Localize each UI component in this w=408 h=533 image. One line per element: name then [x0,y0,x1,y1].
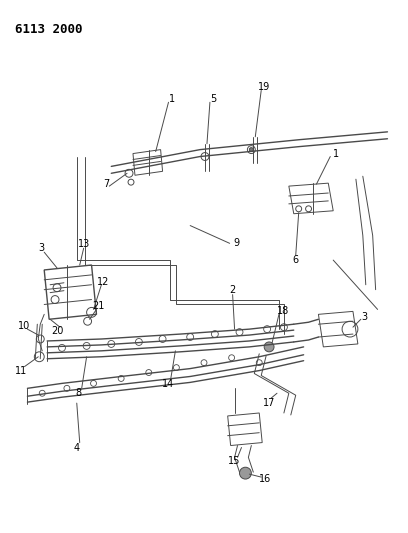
Text: 2: 2 [229,285,236,295]
Text: 12: 12 [97,277,110,287]
Circle shape [264,342,274,352]
Text: 5: 5 [210,94,216,104]
Text: 20: 20 [51,326,63,336]
Text: 7: 7 [103,179,109,189]
Text: 17: 17 [263,398,275,408]
Text: 11: 11 [16,366,28,376]
Circle shape [239,467,251,479]
Text: 6: 6 [293,255,299,265]
Text: 19: 19 [258,83,270,92]
Text: 15: 15 [228,456,241,466]
Text: 21: 21 [92,302,104,311]
Text: 3: 3 [38,243,44,253]
Text: 10: 10 [18,321,31,331]
Text: 3: 3 [362,312,368,322]
Text: 6113 2000: 6113 2000 [15,23,82,36]
Text: 13: 13 [78,239,90,249]
Circle shape [249,148,253,151]
Text: 9: 9 [233,238,239,248]
Text: 14: 14 [162,379,175,390]
Text: 8: 8 [75,388,82,398]
Text: 16: 16 [259,474,271,484]
Text: 4: 4 [74,442,80,453]
Text: 18: 18 [277,306,289,317]
Text: 1: 1 [333,149,339,158]
Text: 1: 1 [169,94,175,104]
